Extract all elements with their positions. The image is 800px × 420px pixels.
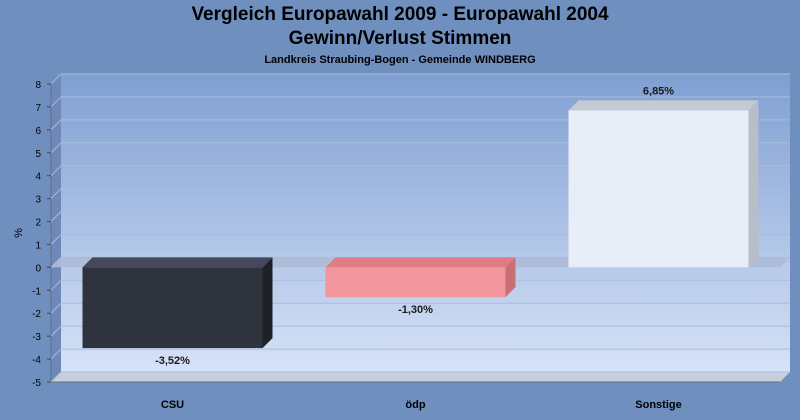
gridline-diagonal bbox=[50, 211, 62, 222]
chart-subtitle: Gewinn/Verlust Stimmen bbox=[288, 28, 512, 49]
y-tick-label: 5 bbox=[35, 149, 41, 160]
data-label: 6,85% bbox=[643, 85, 674, 97]
gridline-diagonal bbox=[50, 279, 62, 291]
y-tick-label: -1 bbox=[32, 286, 41, 297]
gridline-diagonal bbox=[50, 325, 62, 337]
data-label: -1,30% bbox=[398, 304, 433, 316]
plot-left-wall bbox=[51, 74, 61, 382]
y-tick-label: 0 bbox=[35, 263, 41, 274]
plot-floor bbox=[51, 372, 790, 382]
gridline-diagonal bbox=[50, 142, 62, 154]
y-tick-label: 6 bbox=[35, 126, 41, 137]
bar-top bbox=[568, 100, 759, 111]
gridline-diagonal bbox=[50, 119, 62, 131]
y-tick-label: -2 bbox=[32, 309, 41, 320]
gridline-diagonal bbox=[50, 165, 62, 177]
gridline-diagonal bbox=[50, 73, 62, 85]
x-tick-label: ödp bbox=[405, 399, 425, 411]
y-tick-label: 1 bbox=[35, 240, 41, 251]
y-tick-label: 7 bbox=[35, 103, 41, 114]
y-tick-label: 4 bbox=[35, 172, 41, 183]
y-tick-label: -3 bbox=[32, 332, 41, 343]
bar-side bbox=[505, 257, 516, 298]
data-label: -3,52% bbox=[155, 355, 190, 367]
gridline-diagonal bbox=[50, 348, 62, 360]
x-tick-label: CSU bbox=[161, 399, 184, 411]
bar-0 bbox=[82, 267, 263, 349]
gridline-diagonal bbox=[50, 234, 62, 245]
gridline-diagonal bbox=[50, 188, 62, 199]
gridline-diagonal bbox=[50, 302, 62, 314]
bar-1 bbox=[325, 267, 506, 298]
chart-location: Landkreis Straubing-Bogen - Gemeinde WIN… bbox=[264, 54, 536, 66]
bar-top bbox=[325, 257, 516, 268]
y-tick-label: 2 bbox=[35, 218, 41, 229]
chart-title: Vergleich Europawahl 2009 - Europawahl 2… bbox=[191, 4, 609, 25]
bar-top bbox=[82, 257, 273, 268]
bar-2 bbox=[568, 110, 749, 268]
gridline-diagonal bbox=[50, 96, 62, 108]
y-tick-label: -4 bbox=[32, 355, 41, 366]
y-axis-label: % bbox=[13, 228, 25, 238]
x-tick-label: Sonstige bbox=[635, 399, 681, 411]
bar-side bbox=[748, 100, 759, 268]
y-tick-label: 8 bbox=[35, 80, 41, 91]
y-tick-label: -5 bbox=[32, 378, 41, 389]
bar-side bbox=[262, 257, 273, 349]
gridline-diagonal bbox=[50, 371, 62, 383]
y-tick-label: 3 bbox=[35, 195, 41, 206]
